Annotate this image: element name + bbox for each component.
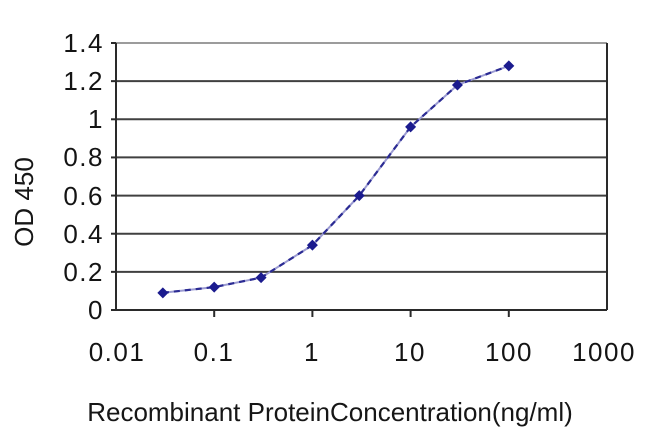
y-tick-label: 1 bbox=[88, 104, 104, 134]
x-tick-label: 0.1 bbox=[193, 337, 235, 367]
diamond-marker bbox=[255, 272, 267, 284]
x-tick-label: 0.01 bbox=[88, 337, 146, 367]
diamond-marker bbox=[405, 121, 417, 133]
y-tick-label: 0.2 bbox=[63, 257, 104, 287]
y-tick-label: 0.8 bbox=[63, 142, 104, 172]
diamond-marker bbox=[157, 287, 169, 299]
diamond-marker bbox=[503, 60, 515, 72]
axes bbox=[111, 42, 608, 317]
y-tick-label: 0.4 bbox=[63, 219, 104, 249]
diamond-marker bbox=[353, 190, 365, 202]
diamond-marker bbox=[208, 281, 220, 293]
y-tick-label: 1.4 bbox=[63, 28, 104, 58]
gridlines bbox=[116, 42, 607, 311]
data-series-line bbox=[162, 64, 510, 294]
diamond-marker bbox=[451, 79, 463, 91]
y-tick-label: 1.2 bbox=[63, 66, 104, 96]
y-axis-title: OD 450 bbox=[9, 157, 39, 247]
x-tick-label: 10 bbox=[394, 337, 426, 367]
data-point-markers bbox=[157, 60, 515, 299]
y-tick-label: 0.6 bbox=[63, 181, 104, 211]
x-axis-title: Recombinant ProteinConcentration(ng/ml) bbox=[87, 397, 573, 427]
x-tick-label: 1 bbox=[304, 337, 320, 367]
x-tick-label: 1000 bbox=[572, 337, 636, 367]
x-tick-label: 100 bbox=[485, 337, 533, 367]
y-tick-label: 0 bbox=[88, 295, 104, 325]
diamond-marker bbox=[306, 239, 318, 251]
